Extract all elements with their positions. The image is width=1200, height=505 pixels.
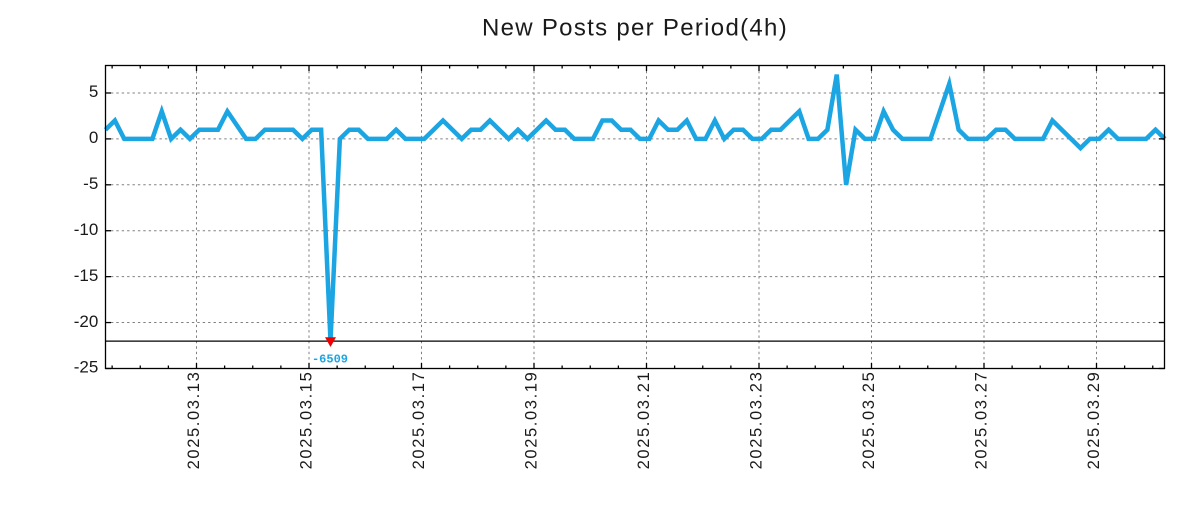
svg-text:-6509: -6509	[312, 352, 348, 366]
svg-text:New Posts per Period(4h): New Posts per Period(4h)	[482, 15, 788, 42]
svg-text:-25: -25	[74, 358, 99, 377]
svg-text:2025.03.15: 2025.03.15	[298, 371, 316, 470]
svg-text:2025.03.21: 2025.03.21	[635, 371, 653, 470]
svg-text:2025.03.27: 2025.03.27	[973, 371, 991, 470]
svg-text:-10: -10	[74, 220, 99, 239]
svg-text:-20: -20	[74, 312, 99, 331]
svg-text:5: 5	[89, 82, 98, 101]
svg-text:2025.03.23: 2025.03.23	[748, 371, 766, 470]
svg-text:0: 0	[89, 128, 98, 147]
svg-text:2025.03.25: 2025.03.25	[860, 371, 878, 470]
svg-text:-5: -5	[83, 174, 98, 193]
svg-text:2025.03.13: 2025.03.13	[185, 371, 203, 470]
svg-text:2025.03.29: 2025.03.29	[1085, 371, 1103, 470]
svg-text:2025.03.17: 2025.03.17	[410, 371, 428, 470]
svg-text:2025.03.19: 2025.03.19	[523, 371, 541, 470]
svg-text:-15: -15	[74, 266, 99, 285]
